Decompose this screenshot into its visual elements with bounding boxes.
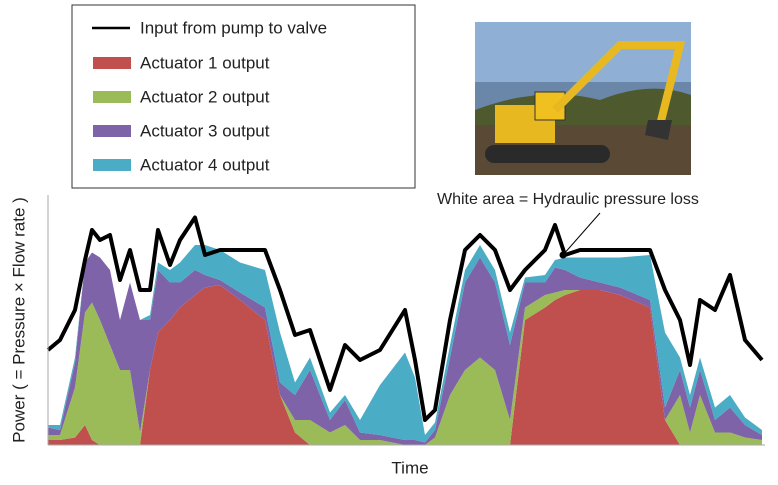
x-axis-label: Time — [391, 458, 428, 477]
legend-label: Actuator 2 output — [140, 87, 270, 106]
chart: Time Power ( = Pressure × Flow rate ) Wh… — [0, 0, 778, 480]
legend-label: Actuator 3 output — [140, 121, 270, 140]
plot — [48, 218, 762, 446]
legend-label: Actuator 1 output — [140, 53, 270, 72]
excavator-image — [475, 22, 691, 175]
legend-label: Actuator 4 output — [140, 155, 270, 174]
legend-label: Input from pump to valve — [140, 18, 327, 37]
legend-swatch — [93, 159, 131, 171]
annotation-dot — [560, 252, 567, 259]
legend-swatch — [93, 57, 131, 69]
y-axis-label: Power ( = Pressure × Flow rate ) — [9, 197, 28, 443]
legend-swatch — [93, 125, 131, 137]
annotation: White area = Hydraulic pressure loss — [437, 191, 699, 208]
legend-swatch — [93, 91, 131, 103]
